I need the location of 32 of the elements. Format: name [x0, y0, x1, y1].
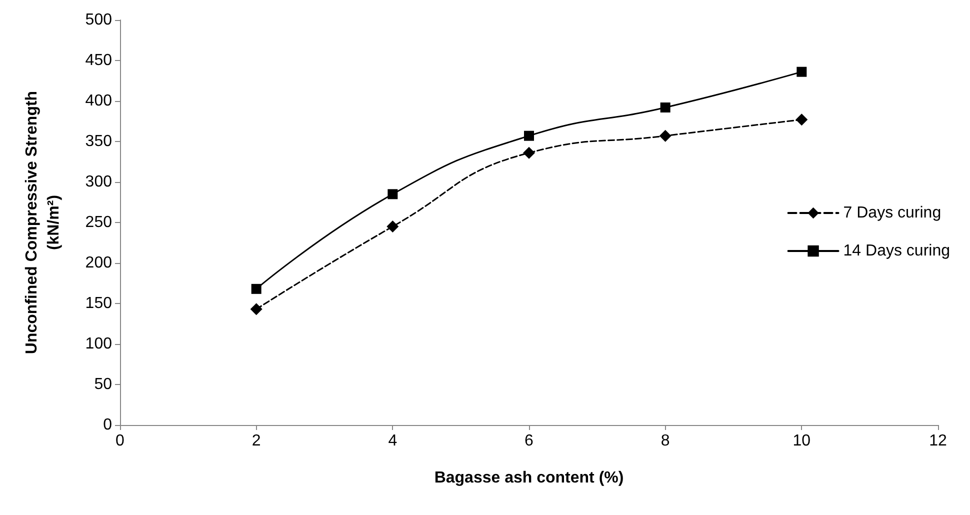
legend-label: 7 Days curing — [843, 204, 942, 222]
y-tick-label: 200 — [85, 254, 112, 272]
y-tick-label: 500 — [85, 12, 112, 28]
point — [250, 303, 262, 316]
x-tick-label: 12 — [929, 432, 947, 450]
y-tick-label: 350 — [85, 133, 112, 150]
y-axis-title: Unconfined Compressive Strength (kN/m²) — [24, 90, 62, 354]
point — [386, 220, 399, 233]
point — [524, 130, 534, 141]
x-tick-label: 2 — [252, 432, 261, 450]
y-tick-label: 300 — [85, 174, 112, 190]
y-tick-label: 450 — [85, 52, 112, 69]
point — [796, 66, 807, 77]
x-axis-title: Bagasse ash content (%) — [434, 470, 624, 486]
point — [659, 130, 672, 142]
point — [796, 114, 808, 126]
legend-label: 14 Days curing — [843, 242, 950, 260]
x-tick-label: 10 — [792, 432, 811, 450]
y-tick-label: 0 — [103, 416, 112, 434]
x-tick-label: 6 — [524, 432, 534, 450]
y-tick-label: 50 — [94, 376, 112, 393]
y-tick-label: 400 — [85, 92, 112, 110]
x-tick-label: 4 — [388, 432, 398, 450]
y-tick-label: 250 — [85, 214, 112, 231]
x-tick-label: 8 — [660, 432, 670, 450]
y-tick-label: 150 — [85, 295, 112, 312]
point — [251, 284, 262, 294]
point — [523, 146, 535, 159]
point — [660, 102, 670, 112]
y-tick-label: 100 — [85, 336, 112, 352]
x-tick-label: 0 — [116, 432, 125, 450]
point — [388, 189, 398, 200]
